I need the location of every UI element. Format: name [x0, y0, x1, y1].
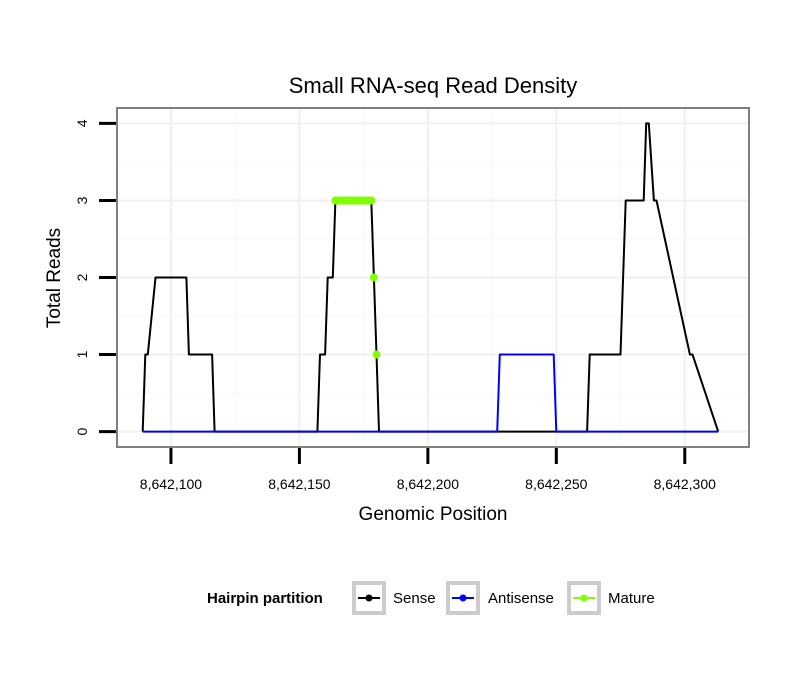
x-tick-label: 8,642,200	[397, 476, 459, 492]
mature-point	[372, 350, 381, 359]
x-tick-label: 8,642,300	[654, 476, 716, 492]
chart-title: Small RNA-seq Read Density	[289, 73, 578, 98]
y-tick-label: 3	[74, 196, 90, 204]
series-line-antisense	[142, 353, 719, 433]
y-axis: 0 1 2 3 4	[74, 119, 116, 435]
x-tick-label: 8,642,250	[525, 476, 587, 492]
plot-grid	[117, 108, 749, 447]
mature-point	[367, 196, 376, 205]
x-tick-label: 8,642,150	[268, 476, 330, 492]
y-tick-label: 4	[74, 119, 90, 127]
legend: Hairpin partition Sense Antisense Mature	[207, 581, 655, 615]
legend-key-point	[580, 594, 588, 602]
y-tick-label: 0	[74, 427, 90, 435]
y-tick-label: 1	[74, 350, 90, 358]
mature-point	[369, 273, 378, 282]
legend-label: Sense	[393, 590, 436, 607]
plot-panel-border	[116, 107, 750, 448]
legend-label: Mature	[608, 590, 655, 607]
y-tick-label: 2	[74, 273, 90, 281]
y-axis-label: Total Reads	[44, 228, 65, 328]
x-axis-label: Genomic Position	[359, 504, 508, 525]
x-tick-label: 8,642,100	[140, 476, 202, 492]
legend-title: Hairpin partition	[207, 590, 323, 607]
legend-key-point	[365, 594, 373, 602]
legend-label: Antisense	[488, 590, 554, 607]
legend-key-point	[459, 594, 467, 602]
plot-series	[141, 122, 720, 433]
x-axis: 8,642,100 8,642,150 8,642,200 8,642,250 8,64…	[140, 448, 716, 492]
